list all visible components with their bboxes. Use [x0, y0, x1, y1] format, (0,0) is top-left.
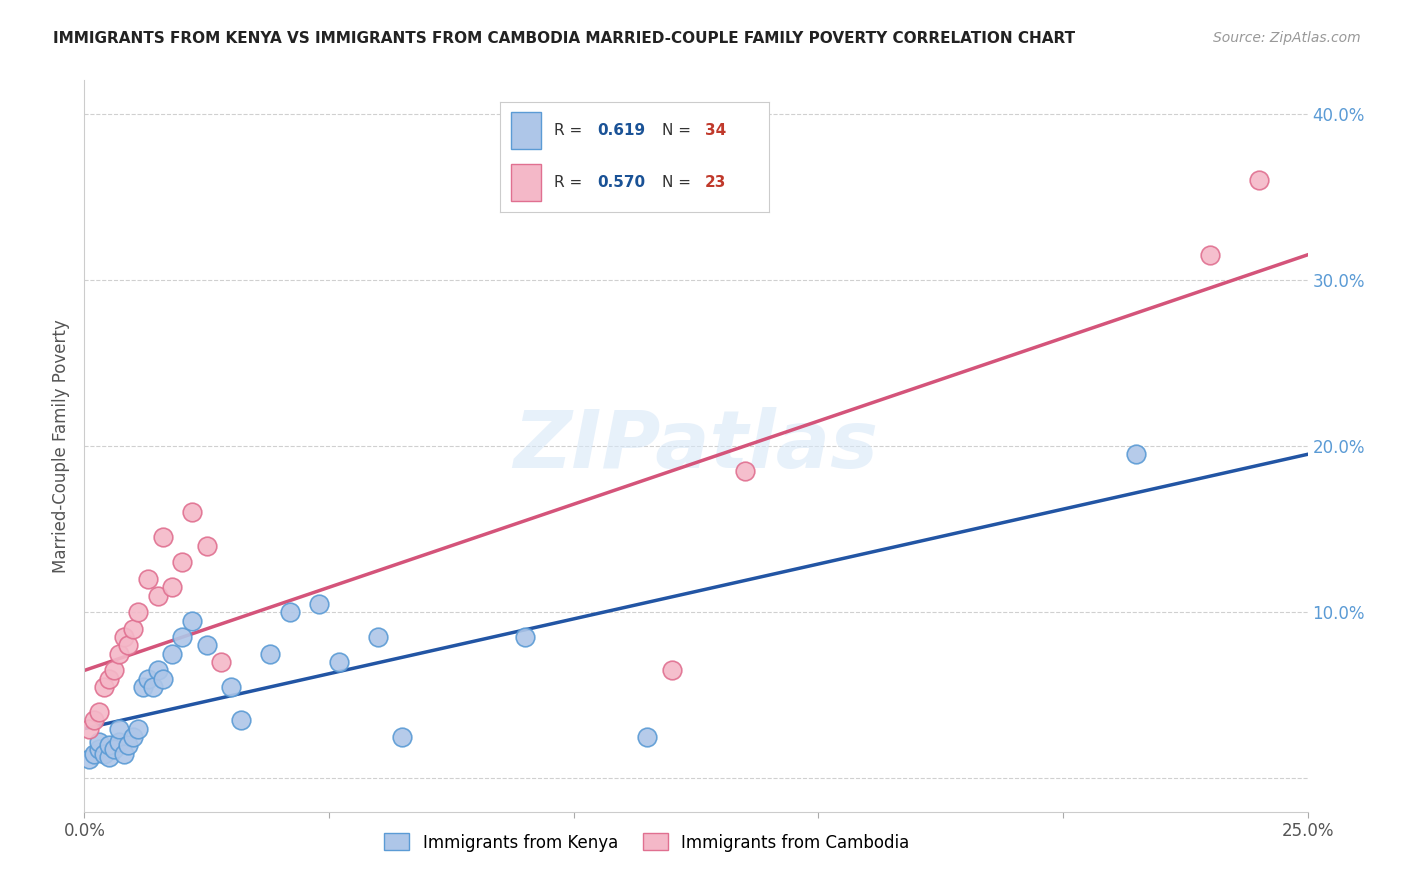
Point: [122, 730, 145, 744]
Point: [107, 735, 129, 749]
Point: [103, 664, 125, 678]
Point: [162, 647, 184, 661]
Point: [172, 555, 194, 569]
Point: [152, 672, 174, 686]
Legend: Immigrants from Kenya, Immigrants from Cambodia: Immigrants from Kenya, Immigrants from C…: [378, 827, 917, 858]
Point: [229, 714, 252, 728]
Text: ZIPatlas: ZIPatlas: [513, 407, 879, 485]
Point: [77, 722, 100, 736]
Point: [259, 647, 281, 661]
Point: [122, 622, 145, 636]
Point: [1125, 447, 1147, 461]
Point: [209, 655, 232, 669]
Point: [181, 506, 204, 520]
Point: [103, 741, 125, 756]
Point: [136, 672, 159, 686]
Point: [97, 749, 120, 764]
Point: [219, 680, 242, 694]
Point: [1247, 173, 1270, 187]
Point: [734, 464, 756, 478]
Point: [112, 630, 135, 644]
Point: [77, 751, 100, 765]
Point: [278, 605, 301, 619]
Point: [636, 730, 658, 744]
Point: [132, 680, 155, 694]
Point: [112, 747, 135, 761]
Point: [308, 597, 330, 611]
Point: [117, 738, 139, 752]
Point: [107, 647, 129, 661]
Point: [195, 539, 218, 553]
Point: [127, 722, 149, 736]
Point: [195, 639, 218, 653]
Text: Source: ZipAtlas.com: Source: ZipAtlas.com: [1213, 31, 1361, 45]
Point: [661, 664, 683, 678]
Point: [513, 630, 536, 644]
Point: [97, 738, 120, 752]
Point: [146, 664, 169, 678]
Point: [87, 735, 110, 749]
Point: [93, 747, 115, 761]
Point: [367, 630, 389, 644]
Point: [97, 672, 120, 686]
Point: [87, 741, 110, 756]
Point: [87, 705, 110, 719]
Text: IMMIGRANTS FROM KENYA VS IMMIGRANTS FROM CAMBODIA MARRIED-COUPLE FAMILY POVERTY : IMMIGRANTS FROM KENYA VS IMMIGRANTS FROM…: [53, 31, 1076, 46]
Point: [328, 655, 350, 669]
Point: [181, 614, 204, 628]
Point: [1198, 248, 1220, 262]
Point: [117, 639, 139, 653]
Point: [93, 680, 115, 694]
Point: [152, 530, 174, 544]
Y-axis label: Married-Couple Family Poverty: Married-Couple Family Poverty: [52, 319, 70, 573]
Point: [136, 572, 159, 586]
Point: [83, 747, 105, 761]
Point: [146, 589, 169, 603]
Point: [107, 722, 129, 736]
Point: [142, 680, 165, 694]
Point: [127, 605, 149, 619]
Point: [83, 714, 105, 728]
Point: [391, 730, 413, 744]
Point: [162, 580, 184, 594]
Point: [172, 630, 194, 644]
